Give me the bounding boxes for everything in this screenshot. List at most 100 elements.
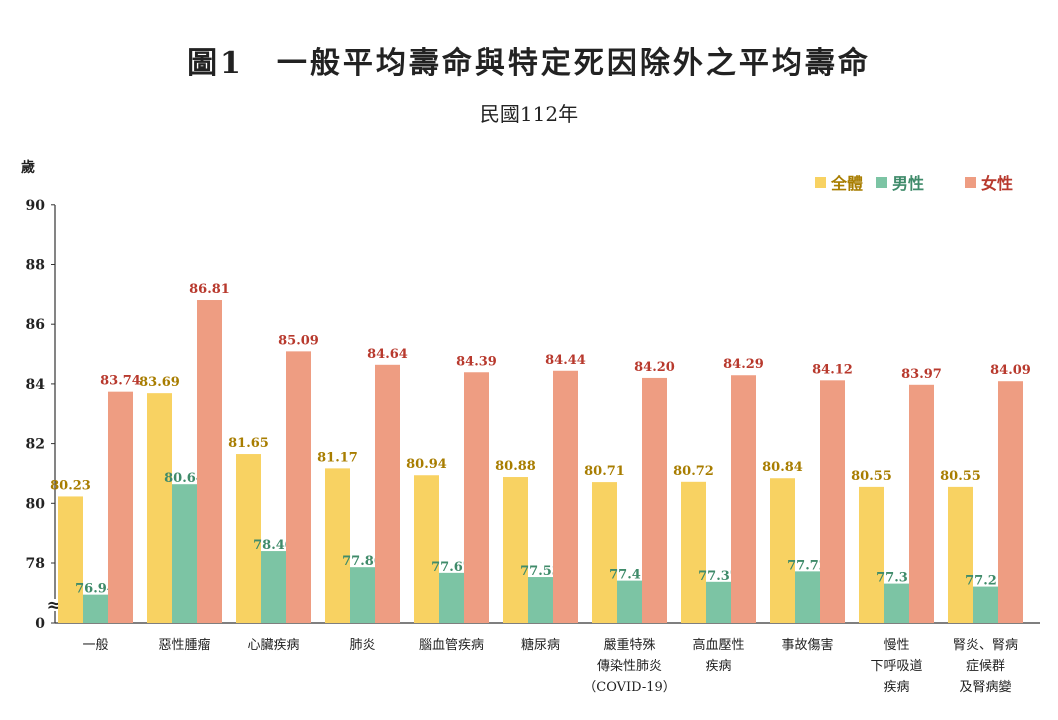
category-label-4: 肺炎 xyxy=(349,638,375,653)
bar-total-2 xyxy=(147,393,172,623)
y-tick-label: 88 xyxy=(26,258,45,274)
bar-male-5 xyxy=(439,572,464,623)
bar-female-10 xyxy=(909,384,934,623)
value-label-male-4: 77.86 xyxy=(342,554,383,569)
legend-swatch-3 xyxy=(965,177,976,188)
bar-total-11 xyxy=(948,486,973,623)
category-label-8: 疾病 xyxy=(705,659,731,674)
bar-male-11 xyxy=(973,586,998,623)
value-label-male-9: 77.72 xyxy=(787,558,828,573)
bar-male-2 xyxy=(172,484,197,623)
category-label-11: 腎炎、腎病 xyxy=(953,638,1018,653)
y-tick-label: 80 xyxy=(26,496,46,512)
value-label-female-10: 83.97 xyxy=(901,367,942,382)
value-label-female-5: 84.39 xyxy=(456,354,497,369)
value-label-total-5: 80.94 xyxy=(406,457,447,472)
bar-total-7 xyxy=(592,482,617,623)
value-label-male-10: 77.31 xyxy=(876,571,917,586)
value-label-male-2: 80.64 xyxy=(164,471,205,486)
category-label-11: 及腎病變 xyxy=(959,679,1011,695)
bar-male-3 xyxy=(261,551,286,623)
bar-male-6 xyxy=(528,577,553,623)
bar-male-4 xyxy=(350,567,375,623)
y-tick-label: 84 xyxy=(26,377,46,393)
value-label-female-6: 84.44 xyxy=(545,353,586,368)
category-label-6: 糖尿病 xyxy=(521,637,560,653)
bar-female-3 xyxy=(286,351,311,623)
value-label-total-7: 80.71 xyxy=(584,464,625,479)
value-label-total-8: 80.72 xyxy=(673,464,714,479)
bar-female-2 xyxy=(197,300,222,623)
bar-female-9 xyxy=(820,380,845,623)
bar-male-8 xyxy=(706,581,731,623)
value-label-female-4: 84.64 xyxy=(367,347,408,362)
category-label-5: 腦血管疾病 xyxy=(419,638,484,653)
legend-swatch-2 xyxy=(876,177,887,188)
category-label-10: 疾病 xyxy=(883,680,909,695)
value-label-female-3: 85.09 xyxy=(278,333,319,348)
bar-male-1 xyxy=(83,594,108,623)
value-label-female-1: 83.74 xyxy=(100,374,141,389)
legend-label-2: 男性 xyxy=(892,174,924,193)
axis-break-symbol: ≈ xyxy=(46,595,61,616)
y-axis-label: 歲 xyxy=(21,159,35,176)
bar-female-5 xyxy=(464,372,489,623)
value-label-male-6: 77.53 xyxy=(520,564,561,579)
bar-male-7 xyxy=(617,580,642,623)
bar-male-10 xyxy=(884,583,909,623)
category-label-3: 心臟疾病 xyxy=(247,638,299,653)
category-label-11: 症候群 xyxy=(966,659,1005,674)
category-label-8: 高血壓性 xyxy=(692,637,744,653)
value-label-total-6: 80.88 xyxy=(495,459,536,474)
value-label-male-3: 78.40 xyxy=(253,538,294,553)
y-tick-label: 78 xyxy=(26,556,45,572)
bar-female-8 xyxy=(731,375,756,623)
bar-female-4 xyxy=(375,364,400,623)
bar-total-3 xyxy=(236,454,261,623)
legend-label-3: 女性 xyxy=(981,174,1013,193)
category-label-7: 傳染性肺炎 xyxy=(597,659,662,674)
bar-total-9 xyxy=(770,478,795,623)
value-label-total-11: 80.55 xyxy=(940,469,981,484)
bar-female-11 xyxy=(998,381,1023,623)
value-label-female-11: 84.09 xyxy=(990,363,1031,378)
legend-label-1: 全體 xyxy=(830,174,863,193)
value-label-male-5: 77.67 xyxy=(431,560,472,575)
bar-female-7 xyxy=(642,377,667,623)
y-tick-label: 90 xyxy=(26,198,46,214)
value-label-total-2: 83.69 xyxy=(139,375,180,390)
bar-total-6 xyxy=(503,477,528,623)
y-tick-label: 86 xyxy=(26,317,45,333)
value-label-female-2: 86.81 xyxy=(189,282,230,297)
value-label-total-9: 80.84 xyxy=(762,460,803,475)
value-label-female-8: 84.29 xyxy=(723,357,764,372)
value-label-male-1: 76.94 xyxy=(75,582,116,597)
bar-total-5 xyxy=(414,475,439,623)
chart-title: 圖1 一般平均壽命與特定死因除外之平均壽命 xyxy=(187,46,871,81)
value-label-female-9: 84.12 xyxy=(812,362,853,377)
y-tick-label: 82 xyxy=(26,437,45,453)
value-label-total-4: 81.17 xyxy=(317,450,358,465)
value-label-male-11: 77.21 xyxy=(965,574,1006,589)
value-label-male-7: 77.41 xyxy=(609,568,650,583)
category-label-7: 嚴重特殊 xyxy=(603,637,655,653)
category-label-2: 惡性腫瘤 xyxy=(158,637,210,653)
value-label-female-7: 84.20 xyxy=(634,360,675,375)
bar-female-1 xyxy=(108,391,133,623)
bar-total-10 xyxy=(859,486,884,623)
bar-total-4 xyxy=(325,468,350,623)
bar-total-8 xyxy=(681,481,706,623)
bar-male-9 xyxy=(795,571,820,623)
bar-female-6 xyxy=(553,370,578,623)
value-label-total-3: 81.65 xyxy=(228,436,269,451)
category-label-10: 慢性 xyxy=(883,637,909,653)
category-label-1: 一般 xyxy=(82,637,108,653)
legend-swatch-1 xyxy=(815,177,826,188)
value-label-total-10: 80.55 xyxy=(851,469,892,484)
category-label-7: （COVID-19） xyxy=(583,680,676,695)
category-label-10: 下呼吸道 xyxy=(870,659,922,674)
value-label-male-8: 77.37 xyxy=(698,569,739,584)
chart-subtitle: 民國112年 xyxy=(479,102,579,126)
bar-total-1 xyxy=(58,496,83,623)
